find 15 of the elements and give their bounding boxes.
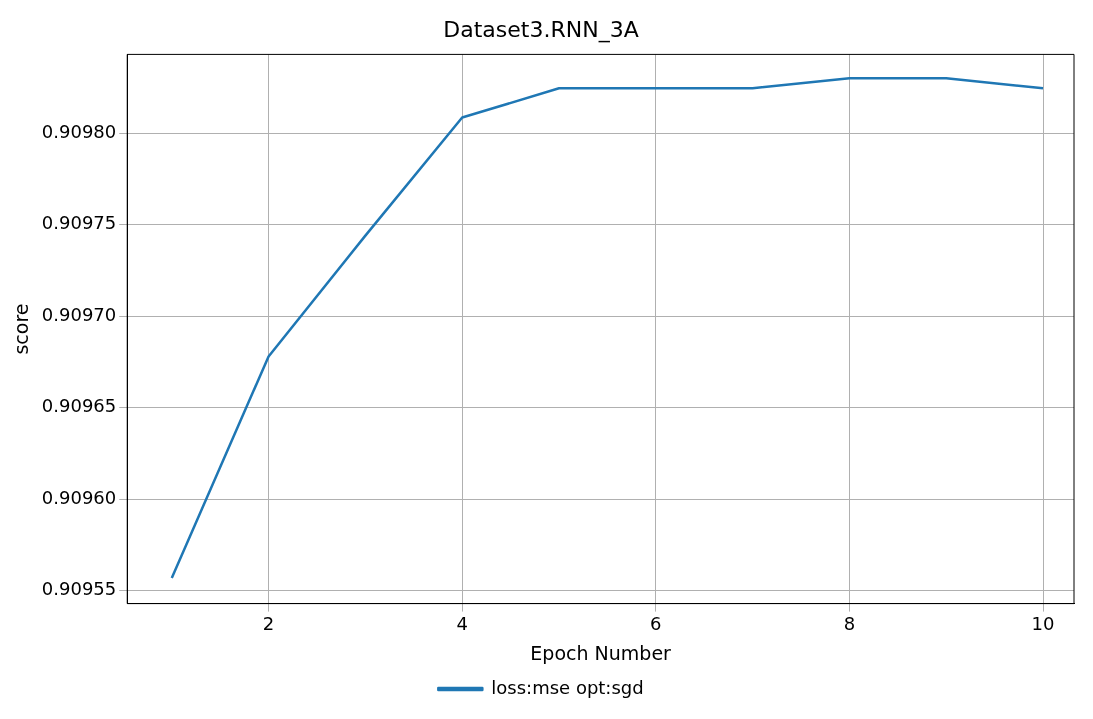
chart-title: Dataset3.RNN_3A	[443, 16, 639, 43]
x-tick-label: 6	[650, 613, 662, 635]
x-tick-label: 10	[1031, 613, 1055, 635]
y-tick-label: 0.90970	[41, 303, 117, 325]
y-tick-label: 0.90960	[41, 486, 117, 508]
x-tick-label: 8	[843, 613, 856, 635]
x-tick-label: 4	[456, 613, 468, 635]
legend-label: loss:mse opt:sgd	[491, 676, 644, 698]
y-tick-label: 0.90955	[41, 578, 117, 600]
y-tick-label: 0.90975	[41, 212, 117, 234]
y-tick-label: 0.90980	[41, 120, 117, 142]
y-axis-title: score	[10, 303, 33, 355]
y-tick-label: 0.90965	[41, 395, 117, 417]
x-axis-title: Epoch Number	[530, 641, 672, 664]
x-tick-label: 2	[262, 613, 275, 635]
